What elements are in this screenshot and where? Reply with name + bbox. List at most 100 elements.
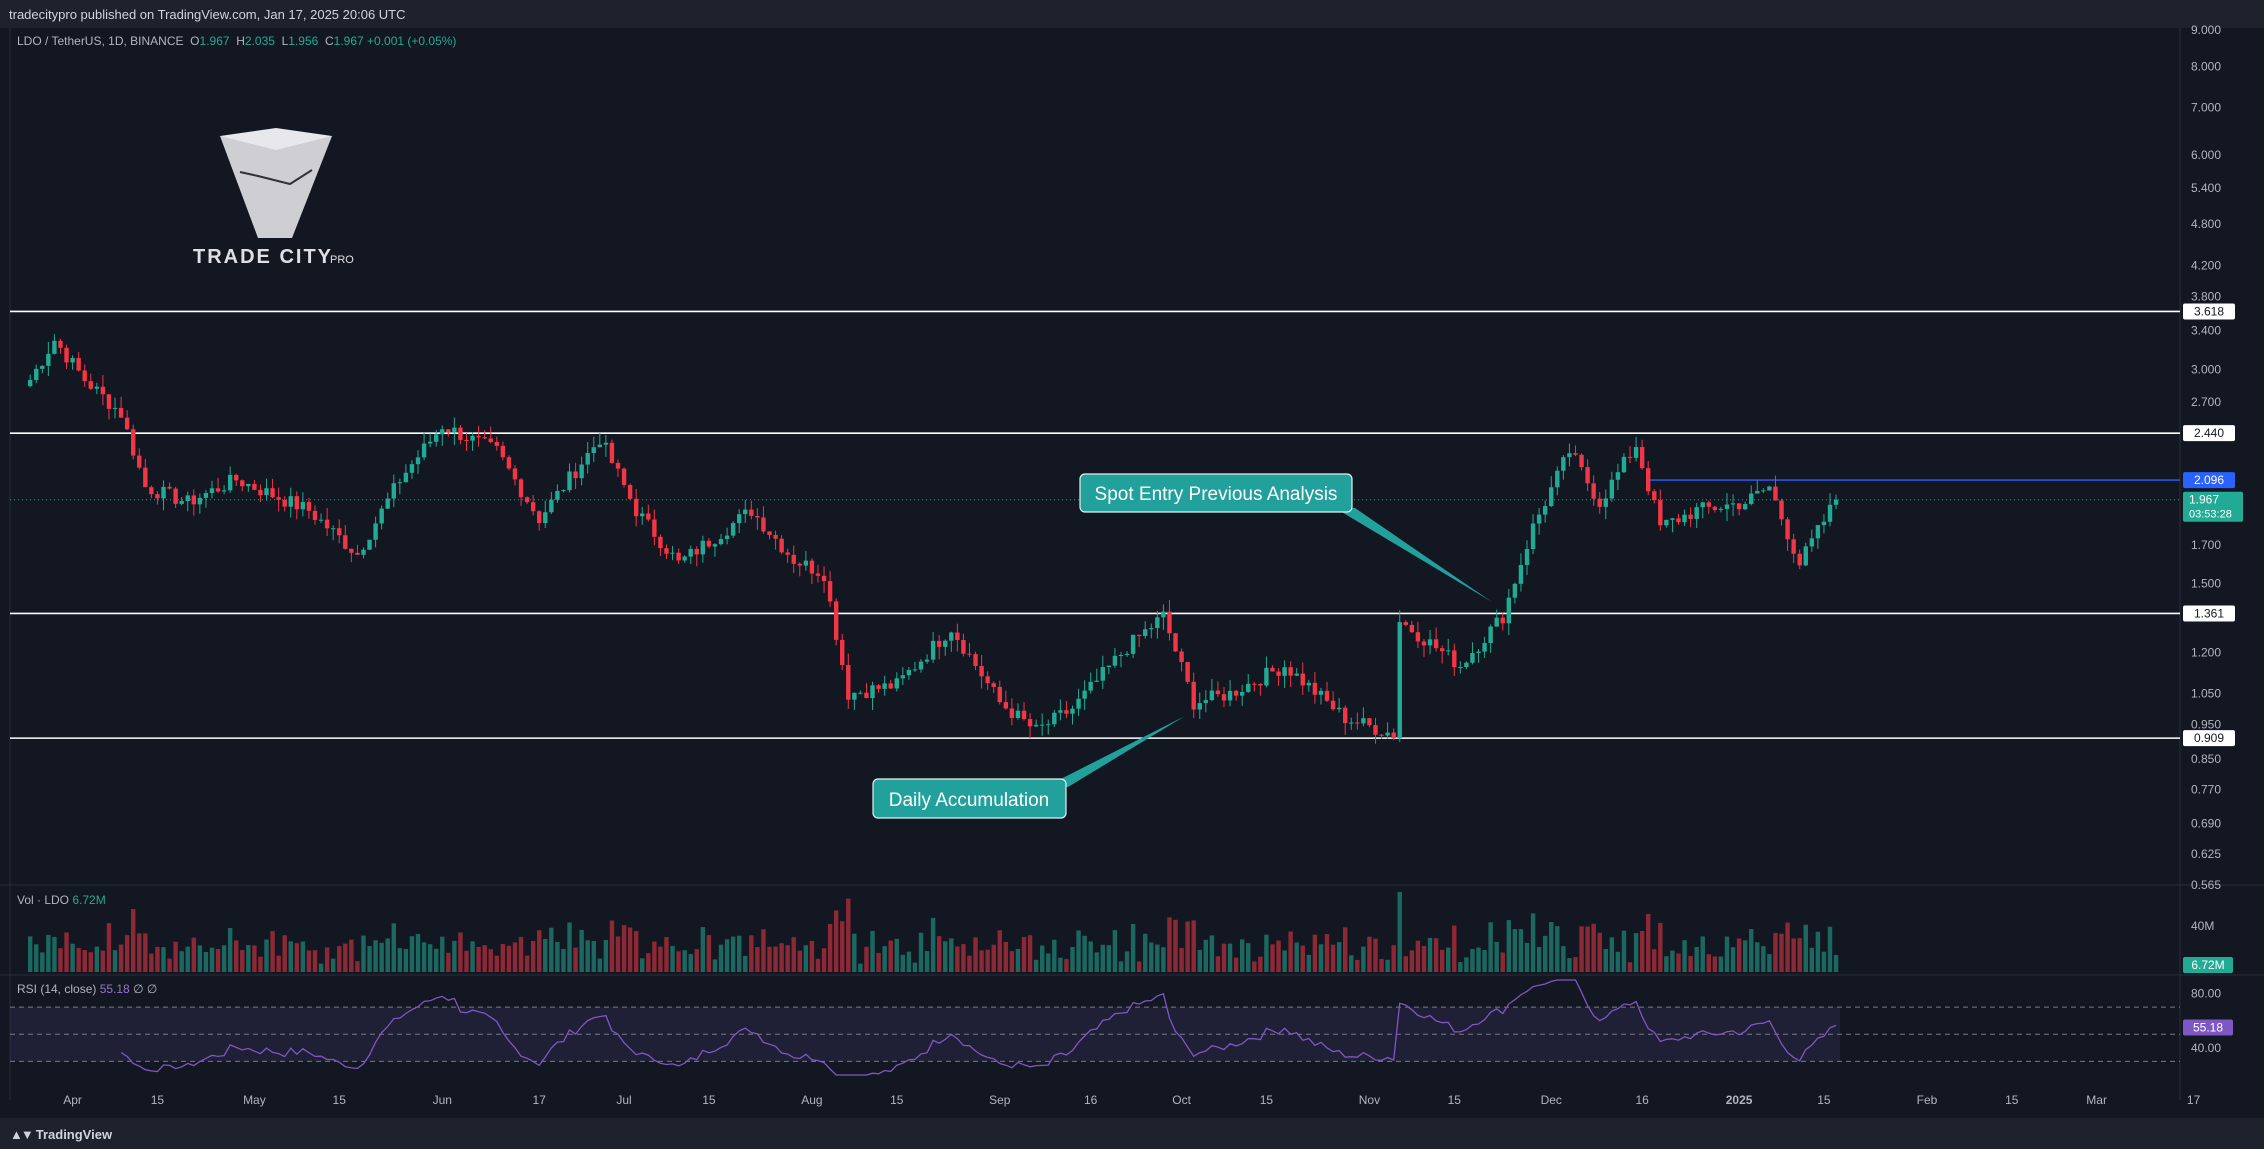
candle-body [391, 483, 396, 499]
volume-bar [924, 951, 930, 972]
candle-body [858, 692, 863, 694]
candle-body [294, 496, 300, 510]
candle-body [46, 353, 51, 366]
candle-body [1827, 504, 1833, 522]
volume-bar [906, 951, 912, 972]
candle-body [343, 535, 348, 549]
volume-bar [1421, 945, 1427, 972]
candle-body [203, 493, 209, 498]
candle-body [421, 443, 427, 458]
price-axis[interactable]: 9.000 8.000 7.000 6.000 5.400 4.800 4.200 3.800… [0, 23, 2264, 1100]
time-axis[interactable]: Apr 15 May 15 Jun 17 Jul 15 Aug 15 Sep 16 Oct 15 Nov 15… [63, 1093, 2200, 1107]
candle-body [906, 670, 912, 676]
volume-bar [524, 955, 530, 972]
candle-body [270, 488, 275, 498]
tradingview-logo[interactable]: ▲▼ TradingView [10, 1127, 112, 1142]
annotations[interactable]: Spot Entry Previous Analysis Daily Accumu… [872, 473, 1492, 819]
volume-bar [658, 946, 663, 972]
volume-bar [476, 946, 481, 972]
volume-bar [949, 938, 954, 972]
candle-body [1803, 546, 1808, 566]
volume-bar [870, 930, 875, 972]
candle-body [591, 447, 596, 454]
symbol-legend[interactable]: LDO / TetherUS, 1D, BINANCE O1.967 H2.03… [17, 34, 456, 48]
volume-bar [197, 945, 203, 972]
volume-bar [427, 944, 433, 972]
volume-bar [1682, 940, 1687, 972]
volume-bar [1652, 949, 1657, 972]
volume-bar [209, 947, 215, 972]
candle-body [324, 519, 330, 529]
candle-body [1676, 518, 1681, 523]
price-tick-label: 4.200 [2191, 258, 2221, 272]
candle-body [936, 640, 942, 647]
volume-bar [1803, 924, 1808, 972]
volume-bar [827, 923, 833, 972]
volume-bar [1585, 926, 1590, 972]
volume-bar [1615, 951, 1621, 972]
time-tick-label: 15 [1448, 1093, 1462, 1107]
candle-body [967, 653, 972, 655]
candle-body [1470, 653, 1475, 663]
volume-legend[interactable]: Vol · LDO 6.72M [17, 893, 106, 907]
candle-body [64, 347, 69, 363]
volume-bar [797, 950, 802, 972]
volume-bar [470, 941, 475, 972]
candle-body [1682, 514, 1687, 523]
volume-bar [955, 946, 960, 972]
candle-body [197, 497, 203, 505]
volume-bar [1003, 941, 1009, 972]
volume-bar [100, 950, 106, 972]
price-tick-label: 3.000 [2191, 362, 2221, 376]
symbol-pair[interactable]: LDO / TetherUS, 1D, BINANCE [17, 34, 184, 48]
candle-body [397, 482, 403, 484]
candle-body [930, 640, 936, 660]
volume-bar [1161, 947, 1166, 972]
volume-bar [403, 948, 409, 972]
candle-body [912, 669, 918, 671]
candle-body [1306, 682, 1312, 686]
rsi-legend[interactable]: RSI (14, close) 55.18 ∅ ∅ [17, 982, 157, 996]
candle-body [803, 560, 809, 566]
volume-bar [1821, 951, 1827, 972]
time-tick-label: Apr [63, 1093, 82, 1107]
volume-bar [918, 932, 924, 972]
candle-body [1391, 732, 1396, 739]
volume-bar [118, 944, 124, 972]
volume-bar [585, 940, 590, 972]
candle-body [124, 417, 130, 430]
volume-bar [452, 940, 457, 972]
volume-bar [561, 948, 566, 972]
callout-pointer [1335, 508, 1492, 602]
candle-body [1500, 617, 1505, 624]
candle-body [1355, 722, 1360, 724]
volume-bar [1203, 939, 1209, 972]
volume-bar [343, 943, 348, 972]
volume-bar [749, 935, 754, 972]
volume-bar [1324, 934, 1330, 972]
volume-bar [1415, 940, 1421, 972]
candle-body [1724, 504, 1730, 509]
price-tick-label: 3.800 [2191, 289, 2221, 303]
candle-body [215, 488, 221, 492]
candle-body [1264, 667, 1269, 686]
candle-body [1379, 734, 1384, 736]
candle-body [1633, 447, 1639, 458]
volume-bar [355, 961, 360, 972]
volume-bar [494, 955, 499, 972]
candle-body [1343, 707, 1348, 724]
candle-body [1052, 712, 1057, 725]
volume-bar [1082, 935, 1087, 972]
time-tick-label: 17 [533, 1093, 547, 1107]
volume-bar [997, 930, 1002, 972]
volume-bar [282, 935, 287, 972]
volume-bar [1446, 947, 1451, 972]
callout-daily-accumulation[interactable] [872, 778, 1067, 819]
volume-bar [155, 946, 160, 972]
price-tick-label: 1.200 [2191, 645, 2221, 659]
candle-body [1524, 549, 1530, 566]
volume-bar [1088, 941, 1093, 972]
open-value: 1.967 [199, 34, 230, 48]
callout-spot-entry[interactable] [1079, 473, 1353, 513]
